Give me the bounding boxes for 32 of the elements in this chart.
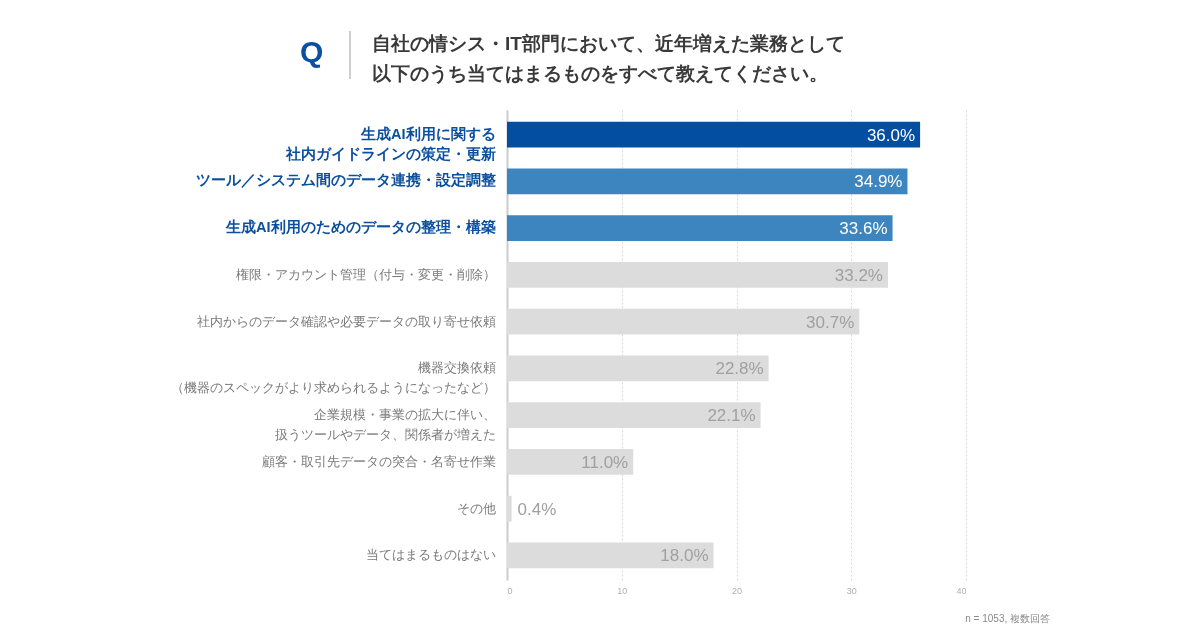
data-label: 33.6% xyxy=(839,219,888,239)
bar xyxy=(507,121,921,148)
data-label: 0.4% xyxy=(517,499,557,519)
bar xyxy=(507,495,512,522)
y-tick-label: 社内からのデータ確認や必要データの取り寄せ依頼 xyxy=(196,313,496,329)
data-label: 30.7% xyxy=(806,312,855,332)
bar xyxy=(507,215,893,241)
x-tick-label: 0 xyxy=(507,585,513,596)
text: n = 1053, 複数回答 xyxy=(965,612,1050,626)
data-label: 33.2% xyxy=(834,265,883,285)
data-label: 18.0% xyxy=(660,546,709,566)
x-tick-label: 30 xyxy=(846,585,857,596)
y-tick-label: その他 xyxy=(456,501,496,516)
y-tick-label: 機器交換依頼（機器のスペックがより求められるようになったなど） xyxy=(170,360,496,396)
data-label: 11.0% xyxy=(581,452,629,472)
y-tick-label: 生成AI利用に関する社内ガイドラインの策定・更新 xyxy=(284,125,496,162)
data-label: 36.0% xyxy=(866,125,916,145)
data-label: 34.9% xyxy=(854,172,903,192)
data-label: 22.8% xyxy=(715,359,764,379)
x-tick-label: 10 xyxy=(617,585,628,596)
x-tick-label: 20 xyxy=(731,585,743,596)
y-tick-label: 顧客・取引先データの突合・名寄せ作業 xyxy=(261,453,496,469)
y-tick-label: 当てはまるものはない xyxy=(365,548,496,563)
y-tick-label: 生成AI利用のためのデータの整理・構築 xyxy=(225,219,496,236)
bar xyxy=(507,168,908,195)
data-label: 22.1% xyxy=(707,406,756,426)
y-tick-label: 権限・アカウント管理（付与・変更・削除） xyxy=(235,266,496,282)
chart-title: 自社の情シス・IT部門において、近年増えた業務として以下のうち当てはまるものをすべて教えてください。 xyxy=(372,33,845,85)
text: Q xyxy=(300,34,324,70)
x-tick-label: 40 xyxy=(956,585,967,596)
y-tick-label: 企業規模・事業の拡大に伴い、扱うツールやデータ、関係者が増えた xyxy=(274,408,496,443)
y-tick-label: ツール／システム間のデータ連携・設定調整 xyxy=(195,171,496,189)
